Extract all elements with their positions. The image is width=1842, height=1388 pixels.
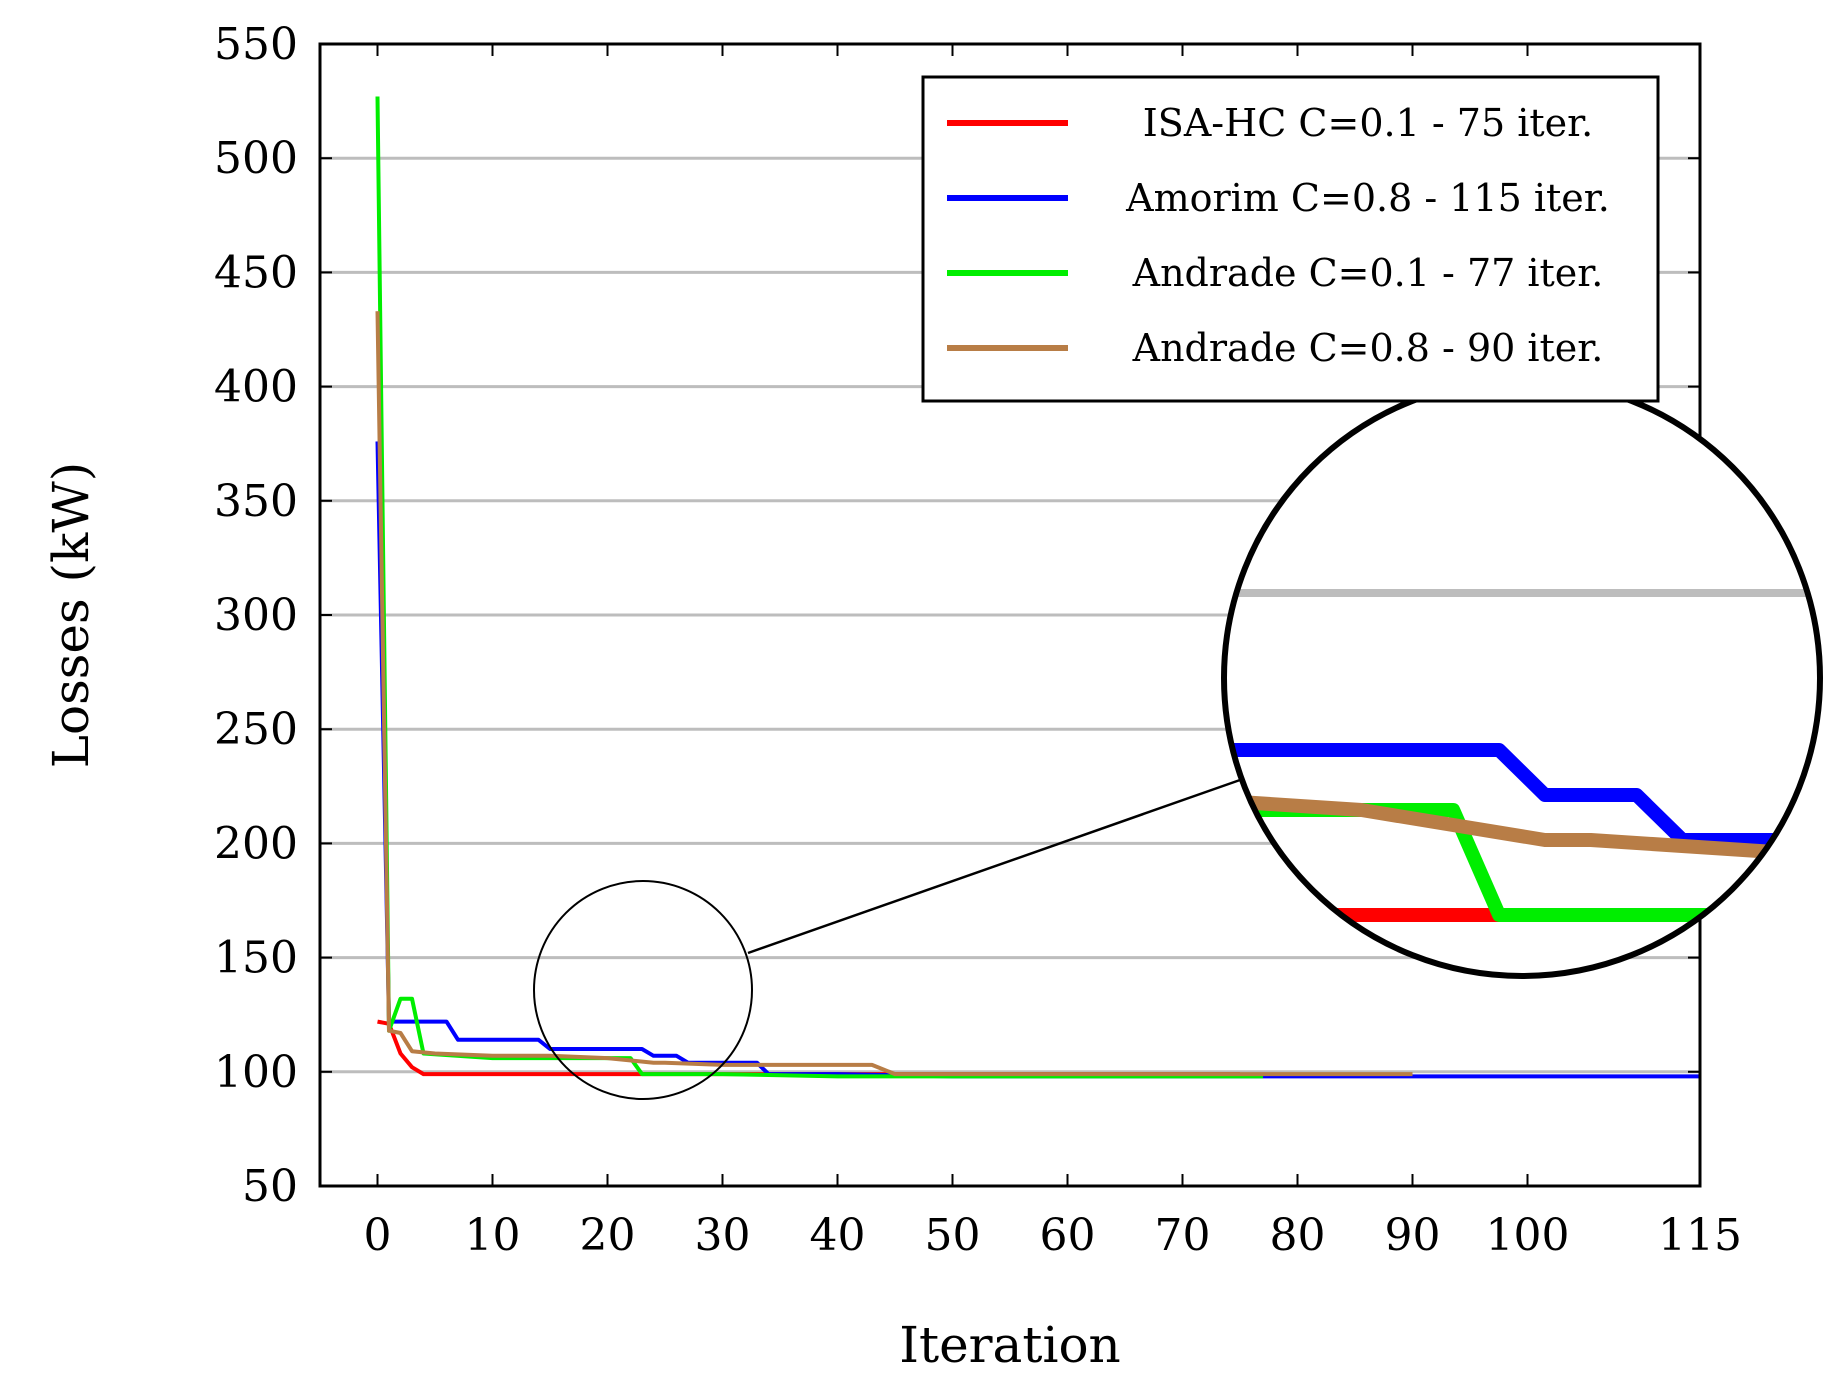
x-axis-title: Iteration [899, 1316, 1121, 1374]
x-tick-label: 100 [1486, 1210, 1570, 1261]
x-tick-label: 20 [580, 1210, 636, 1261]
legend: ISA-HC C=0.1 - 75 iter. Amorim C=0.8 - 11… [921, 75, 1660, 403]
x-tick-label: 50 [925, 1210, 981, 1261]
legend-label-4: Andrade C=0.8 - 90 iter. [1132, 326, 1604, 370]
y-axis-title: Losses (kW) [42, 462, 100, 768]
x-tick-label: 70 [1155, 1210, 1211, 1261]
y-tick-label: 300 [214, 590, 298, 641]
y-tick-label: 350 [214, 476, 298, 527]
y-tick-label: 450 [214, 247, 298, 298]
x-tick-label: 0 [364, 1210, 392, 1261]
y-tick-label: 400 [214, 362, 298, 413]
y-tick-label: 250 [214, 704, 298, 755]
legend-label-1: ISA-HC C=0.1 - 75 iter. [1143, 101, 1593, 145]
zoom-series-line-4 [1224, 380, 1820, 922]
y-tick-label: 100 [214, 1047, 298, 1098]
zoom-inset [1221, 377, 1823, 979]
y-tick-label: 200 [214, 818, 298, 869]
x-tick-label: 30 [695, 1210, 751, 1261]
x-tick-label: 115 [1658, 1210, 1742, 1261]
zoom-series-line-2 [1224, 380, 1820, 937]
y-tick-label: 500 [214, 133, 298, 184]
zoom-series-lines [1224, 380, 1820, 937]
series-lines [375, 96, 1700, 1079]
y-tick-label: 50 [242, 1161, 298, 1212]
series-line-4 [375, 311, 1413, 1077]
x-tick-label: 10 [465, 1210, 521, 1261]
x-tick-label: 90 [1385, 1210, 1441, 1261]
zoom-source-circle [533, 880, 753, 1100]
y-tick-label: 550 [214, 19, 298, 70]
x-tick-label: 60 [1040, 1210, 1096, 1261]
axis-ticks: 50 100 150 200 250 300 350 400 450 500 550 0 10 20 30 4… [214, 19, 1742, 1261]
legend-label-2: Amorim C=0.8 - 115 iter. [1125, 176, 1610, 220]
y-tick-label: 150 [214, 933, 298, 984]
x-tick-label: 40 [810, 1210, 866, 1261]
legend-label-3: Andrade C=0.1 - 77 iter. [1132, 251, 1604, 295]
x-tick-label: 80 [1270, 1210, 1326, 1261]
zoom-connector-top [747, 778, 1241, 955]
